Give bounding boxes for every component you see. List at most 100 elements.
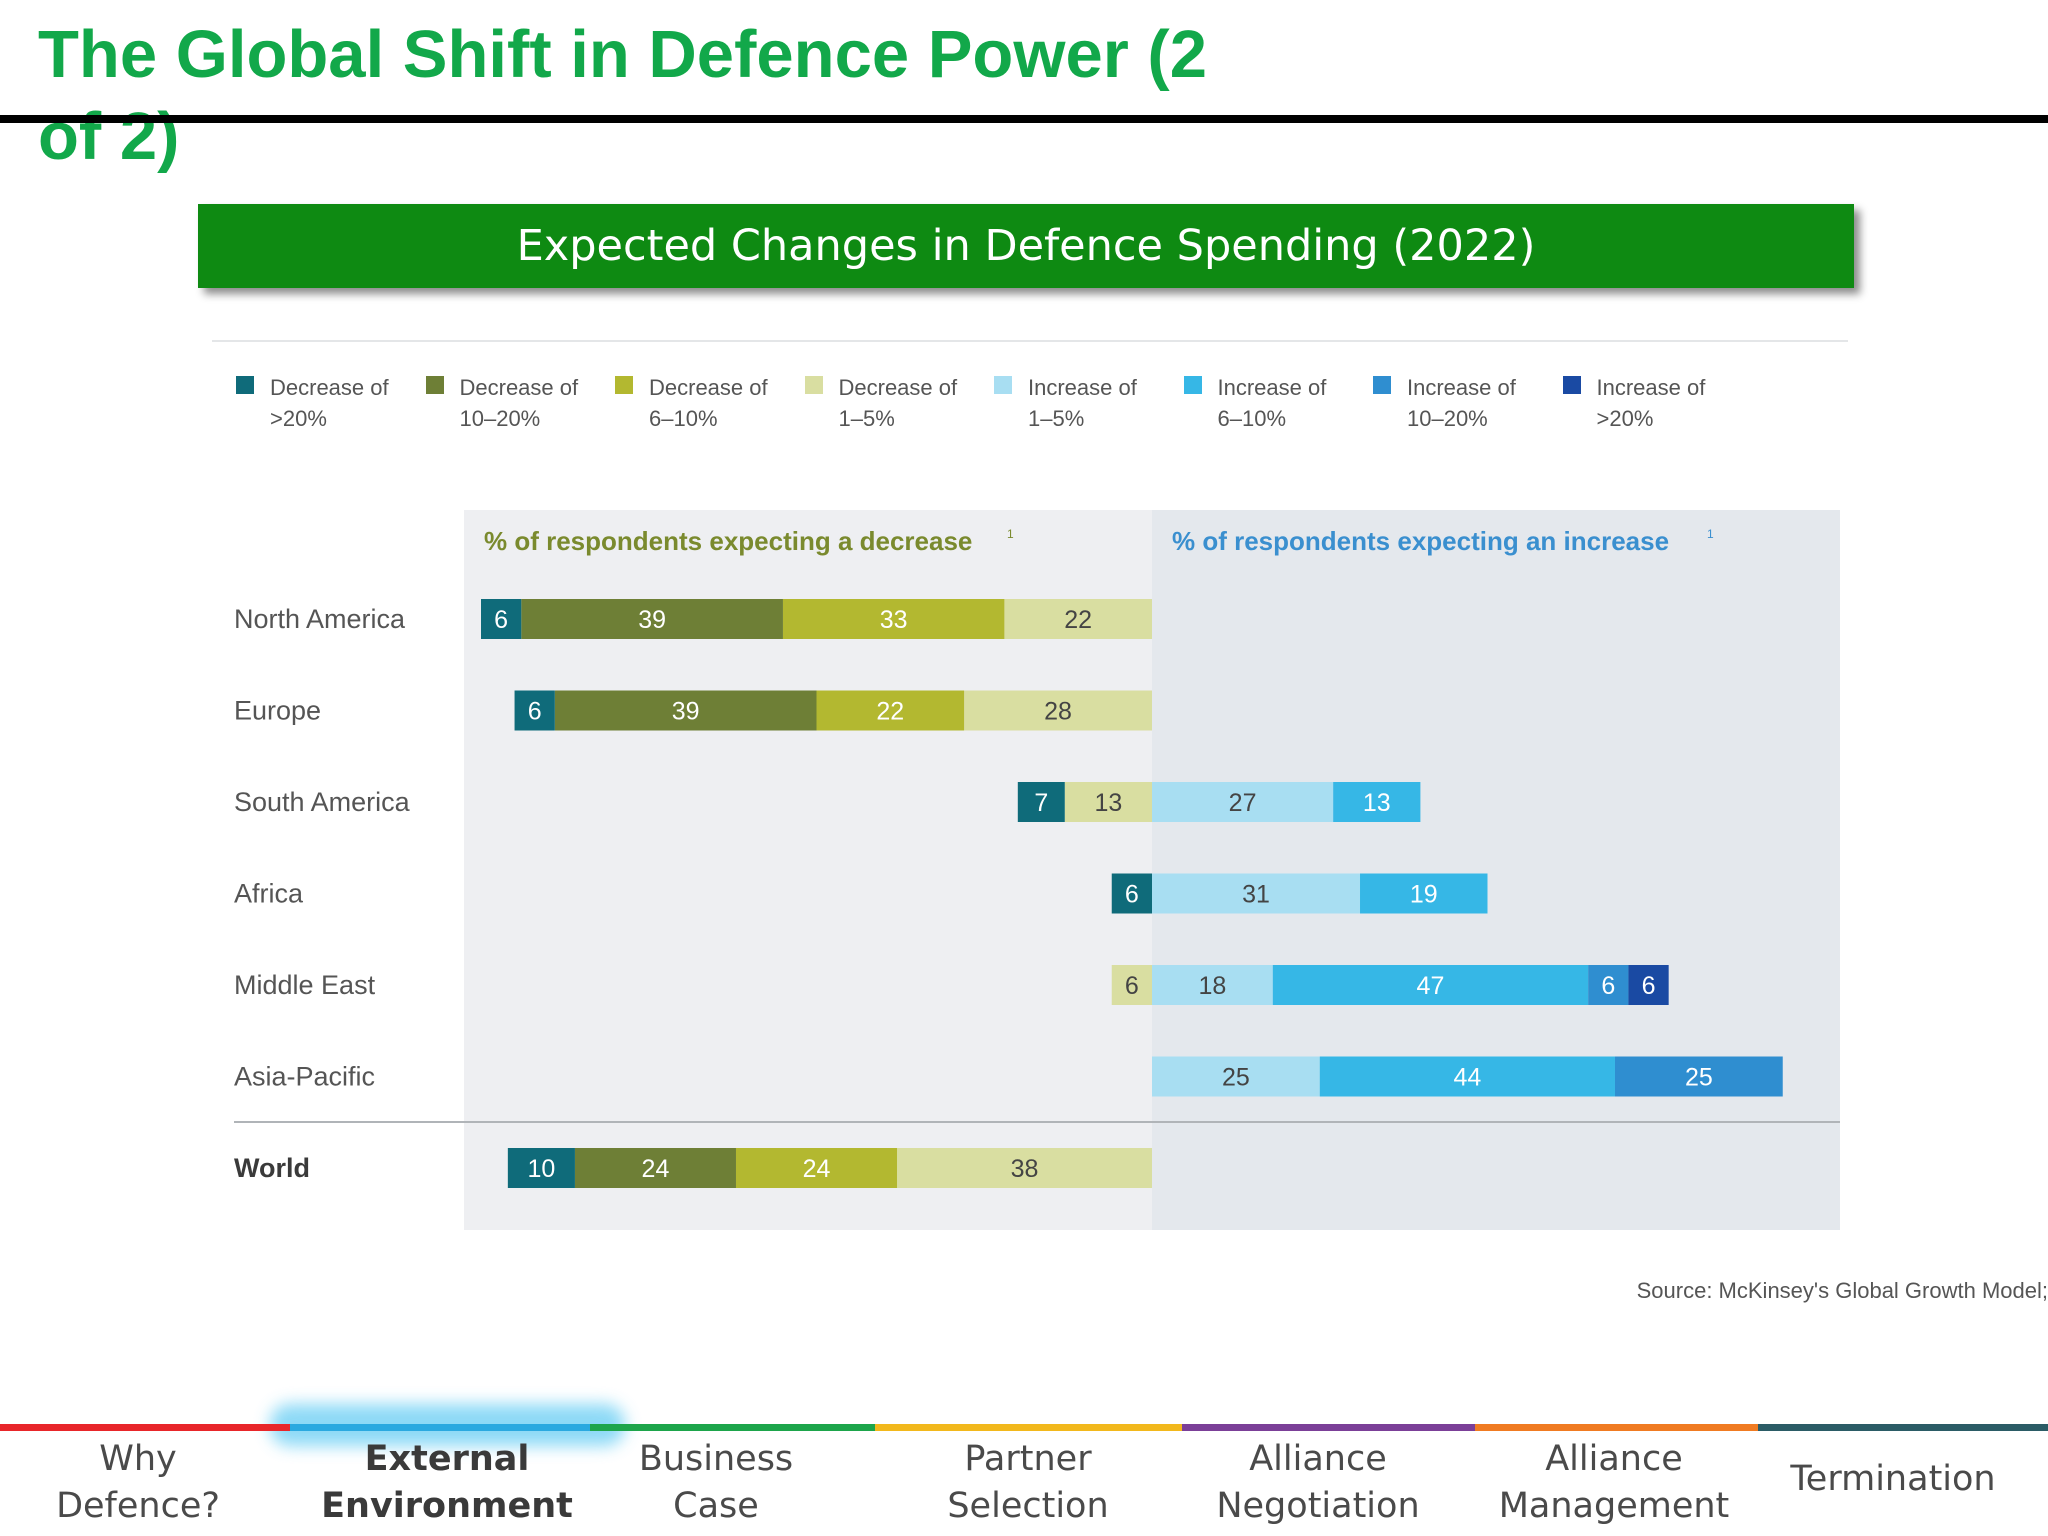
legend-label-line: >20%: [270, 406, 327, 431]
legend-label-line: Decrease of: [270, 375, 389, 400]
nav-color-bar: [290, 1424, 590, 1431]
nav-color-bar: [1182, 1424, 1475, 1431]
bar-value-label: 27: [1229, 789, 1257, 817]
nav-tab[interactable]: Why Defence?: [0, 1436, 288, 1530]
increase-panel-label: % of respondents expecting an increase: [1172, 526, 1669, 556]
bar-segment: [1152, 1056, 1320, 1097]
bar-value-label: 10: [527, 1155, 555, 1183]
chart-plot: % of respondents expecting a decrease 1 % …: [234, 510, 1840, 1230]
nav-tab[interactable]: Alliance Management: [1464, 1436, 1764, 1530]
bar-value-label: 47: [1417, 972, 1445, 1000]
legend-label: Increase of 10–20%: [1407, 372, 1557, 434]
legend-label: Decrease of 6–10%: [649, 372, 799, 434]
nav-tab-label: Management: [1498, 1486, 1730, 1526]
nav-color-bar: [875, 1424, 1182, 1431]
nav-tab-label: Alliance: [1545, 1439, 1683, 1479]
bar-segment: [816, 690, 965, 731]
bar-segment: [507, 1148, 575, 1188]
decrease-panel-footnote: 1: [1007, 527, 1014, 541]
nav-tab[interactable]: Alliance Negotiation: [1168, 1436, 1468, 1530]
legend-swatch: [1562, 376, 1581, 394]
legend-label-line: 1–5%: [1028, 406, 1085, 431]
bar-segment: [1360, 873, 1488, 914]
bar-segment: [1272, 965, 1589, 1005]
bar-value-label: 6: [494, 606, 508, 634]
bar-value-label: 31: [1242, 881, 1270, 909]
bar-value-label: 39: [672, 698, 700, 726]
slide-title: The Global Shift in Defence Power (2 of …: [38, 17, 1207, 174]
nav-tab-label: Business: [638, 1439, 794, 1479]
legend-label: Decrease of >20%: [270, 372, 420, 434]
legend-label-line: 10–20%: [1407, 406, 1488, 431]
bar-value-label: 13: [1363, 789, 1391, 817]
nav-tab-label: Case: [673, 1486, 759, 1526]
bar-segment: [1111, 873, 1152, 914]
source-note: Source: McKinsey's Global Growth Model;: [1636, 1278, 2048, 1303]
legend-label-line: Decrease of: [649, 375, 768, 400]
bar-value-label: 39: [638, 606, 666, 634]
nav-color-bar: [0, 1424, 290, 1431]
title-rule: [0, 115, 2048, 123]
decrease-panel-label: % of respondents expecting a decrease: [484, 526, 972, 556]
bar-value-label: 22: [876, 698, 904, 726]
legend-label: Increase of >20%: [1597, 372, 1747, 434]
nav-tab-label: Negotiation: [1216, 1486, 1420, 1526]
legend-label-line: Increase of: [1596, 375, 1706, 400]
bar-segment: [554, 690, 817, 731]
bar-segment: [1064, 782, 1152, 822]
nav-tab[interactable]: External Environment: [297, 1436, 597, 1530]
bar-value-label: 13: [1094, 789, 1122, 817]
bar-segment: [1588, 965, 1629, 1005]
legend-swatch: [1183, 376, 1202, 394]
legend-swatch: [994, 376, 1012, 394]
category-label: World: [234, 1153, 310, 1183]
nav-tab-label: Alliance: [1249, 1439, 1387, 1479]
bar-segment: [1319, 1056, 1615, 1097]
bar-value-label: 6: [1642, 972, 1656, 1000]
category-label: South America: [234, 787, 411, 817]
bar-value-label: 24: [803, 1155, 831, 1183]
nav-tab[interactable]: Business Case: [566, 1436, 866, 1530]
chart-banner-text: Expected Changes in Defence Spending (20…: [516, 221, 1536, 271]
bar-value-label: 7: [1034, 789, 1048, 817]
legend-label-line: >20%: [1596, 406, 1654, 431]
legend-label-line: Increase of: [1028, 375, 1137, 400]
bar-value-label: 6: [528, 698, 542, 726]
legend-label-line: 10–20%: [459, 406, 541, 431]
nav-tab-label: Defence?: [56, 1486, 220, 1526]
legend-swatch: [1373, 376, 1391, 394]
bar-value-label: 18: [1198, 972, 1226, 1000]
legend-label-line: Decrease of: [838, 375, 958, 400]
bar-value-label: 38: [1011, 1155, 1039, 1183]
bar-segment: [1152, 965, 1273, 1005]
bar-value-label: 33: [880, 606, 908, 634]
bar-value-label: 44: [1453, 1064, 1481, 1092]
chart-banner: Expected Changes in Defence Spending (20…: [198, 204, 1854, 288]
increase-panel-footnote: 1: [1707, 527, 1714, 541]
legend-label-line: 6–10%: [649, 406, 718, 431]
nav-tab[interactable]: Termination: [1743, 1456, 2043, 1503]
bar-segment: [1152, 782, 1334, 822]
legend-label-line: 6–10%: [1217, 406, 1287, 431]
chart-figure: Decrease of >20% Decrease of 10–20% Decrease…: [212, 330, 2048, 1330]
bar-value-label: 24: [642, 1155, 670, 1183]
legend-swatch: [804, 376, 823, 394]
nav-color-bar: [1758, 1424, 2048, 1431]
bar-segment: [782, 599, 1005, 639]
bar-segment: [1628, 965, 1669, 1005]
bar-segment: [964, 690, 1152, 731]
bar-segment: [897, 1148, 1152, 1188]
bar-value-label: 25: [1685, 1064, 1713, 1092]
bar-value-label: 6: [1125, 881, 1139, 909]
bar-segment: [1017, 782, 1065, 822]
legend-label-line: 1–5%: [838, 406, 895, 431]
nav-tab-label: Termination: [1790, 1459, 1996, 1499]
legend-label: Increase of 1–5%: [1028, 372, 1178, 434]
nav-tab-label: Why: [99, 1439, 177, 1479]
nav-color-bar: [1475, 1424, 1758, 1431]
bar-segment: [521, 599, 783, 639]
nav-tab[interactable]: Partner Selection: [878, 1436, 1178, 1530]
bar-segment: [735, 1148, 898, 1188]
legend-swatch: [236, 376, 254, 394]
category-label: North America: [234, 604, 406, 634]
